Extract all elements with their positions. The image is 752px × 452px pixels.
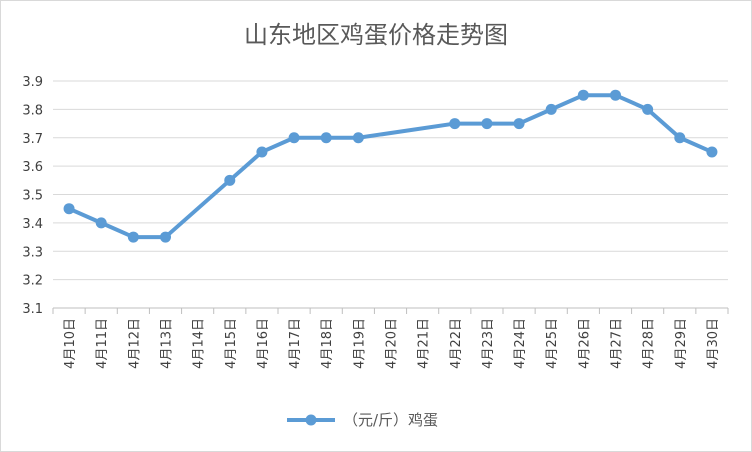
y-tick-label: 3.8 <box>22 103 43 118</box>
gridlines <box>53 80 728 281</box>
x-tick-label: 4月16日 <box>256 318 271 369</box>
data-point <box>127 231 139 243</box>
y-tick-label: 3.4 <box>22 217 43 232</box>
x-tick-label: 4月18日 <box>320 318 335 369</box>
x-tick-label: 4月13日 <box>160 318 175 369</box>
data-point <box>481 118 493 130</box>
data-point <box>545 103 557 115</box>
y-tick-label: 3.6 <box>22 160 43 175</box>
y-tick-label: 3.9 <box>22 75 43 90</box>
x-tick-label: 4月10日 <box>63 318 78 369</box>
data-point <box>513 118 525 130</box>
y-tick-label: 3.1 <box>22 302 43 317</box>
x-tick-label: 4月30日 <box>706 318 721 369</box>
x-tick-label: 4月12日 <box>127 318 142 369</box>
legend-marker <box>305 414 317 426</box>
x-tick-label: 4月23日 <box>481 318 496 369</box>
x-tick-label: 4月27日 <box>610 318 625 369</box>
x-tick-label: 4月21日 <box>417 318 432 369</box>
x-tick-label: 4月14日 <box>192 318 207 369</box>
x-tick-label: 4月17日 <box>288 318 303 369</box>
data-point <box>610 89 621 101</box>
y-axis-ticks: 3.1 3.2 3.3 3.4 3.5 3.6 3.7 3.8 3.9 <box>22 75 43 317</box>
y-tick-label: 3.3 <box>22 245 43 260</box>
legend: （元/斤）鸡蛋 <box>287 411 438 429</box>
data-point <box>674 132 686 144</box>
x-tick-label: 4月25日 <box>545 318 560 369</box>
x-tick-label: 4月28日 <box>642 318 657 369</box>
data-point <box>449 118 461 130</box>
data-point <box>256 146 268 158</box>
legend-label: （元/斤）鸡蛋 <box>343 411 438 429</box>
y-tick-label: 3.7 <box>22 132 43 147</box>
chart-title: 山东地区鸡蛋价格走势图 <box>244 21 508 49</box>
data-point <box>63 203 75 215</box>
x-tick-label: 4月22日 <box>449 318 464 369</box>
data-point <box>224 174 236 186</box>
x-tick-label: 4月11日 <box>95 318 110 369</box>
x-tick-label: 4月19日 <box>352 318 367 369</box>
x-tick-label: 4月24日 <box>513 318 528 369</box>
data-point <box>160 231 171 243</box>
x-tick-label: 4月26日 <box>577 318 592 369</box>
x-axis-ticks: 4月10日 4月11日 4月12日 4月13日 4月14日 4月15日 4月16日 4月17日… <box>63 318 721 369</box>
x-axis <box>52 307 729 314</box>
x-tick-label: 4月20日 <box>385 318 400 369</box>
data-point <box>95 217 107 229</box>
x-tick-label: 4月29日 <box>674 318 689 369</box>
x-tick-label: 4月15日 <box>224 318 239 369</box>
data-point <box>577 89 589 101</box>
y-tick-label: 3.5 <box>22 189 43 204</box>
data-point <box>642 103 654 115</box>
data-point <box>706 146 718 158</box>
series-egg-price <box>63 89 718 243</box>
data-point <box>352 132 364 144</box>
y-tick-label: 3.2 <box>22 274 43 289</box>
data-point <box>320 132 332 144</box>
data-point <box>288 132 300 144</box>
